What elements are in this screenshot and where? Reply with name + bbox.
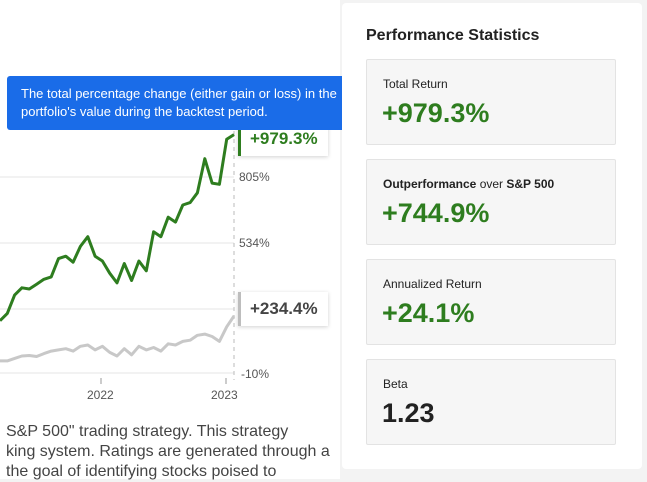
x-tick-label-2023: 2023: [211, 388, 238, 402]
description-line: the goal of identifying stocks poised to: [6, 463, 277, 480]
outperformance-label-bold: Outperformance: [383, 177, 477, 191]
tooltip-line: portfolio's value during the backtest pe…: [21, 104, 268, 119]
annualized-return-value: +24.1%: [382, 298, 475, 328]
beta-card[interactable]: Beta 1.23: [366, 359, 616, 445]
total-return-tooltip: The total percentage change (either gain…: [7, 76, 356, 130]
outperformance-label-over: over: [476, 177, 507, 191]
portfolio-end-value: +979.3%: [250, 129, 318, 148]
benchmark-end-value: +234.4%: [250, 299, 318, 318]
outperformance-label: Outperformance over S&P 500: [383, 177, 554, 191]
stats-title: Performance Statistics: [366, 27, 540, 44]
strategy-description: S&P 500" trading strategy. This strategy…: [6, 422, 336, 482]
annualized-return-label: Annualized Return: [383, 277, 482, 291]
total-return-card[interactable]: Total Return +979.3%: [366, 59, 616, 145]
y-tick-label-534: 534%: [239, 236, 270, 250]
x-tick-label-2022: 2022: [87, 388, 114, 402]
beta-label: Beta: [383, 377, 408, 391]
performance-chart: [0, 115, 236, 384]
outperformance-label-benchmark: S&P 500: [506, 177, 555, 191]
annualized-return-card[interactable]: Annualized Return +24.1%: [366, 259, 616, 345]
total-return-value: +979.3%: [382, 98, 490, 128]
portfolio-series-line: [0, 133, 235, 322]
total-return-label: Total Return: [383, 77, 448, 91]
description-line: S&P 500" trading strategy. This strategy: [6, 423, 289, 440]
outperformance-value: +744.9%: [382, 198, 490, 228]
outperformance-card[interactable]: Outperformance over S&P 500 +744.9%: [366, 159, 616, 245]
tooltip-line: The total percentage change (either gain…: [21, 86, 337, 101]
chart-panel: 805% 534% -10% 2022 2023 +979.3% +234.4%…: [0, 0, 340, 482]
y-tick-label-neg10: -10%: [241, 367, 270, 381]
benchmark-end-label: +234.4%: [238, 292, 328, 326]
y-tick-label-805: 805%: [239, 170, 270, 184]
benchmark-series-line: [0, 315, 236, 363]
beta-value: 1.23: [382, 398, 435, 428]
performance-statistics-panel: Performance Statistics Total Return +979…: [342, 3, 642, 469]
description-line: king system. Ratings are generated throu…: [6, 443, 330, 460]
